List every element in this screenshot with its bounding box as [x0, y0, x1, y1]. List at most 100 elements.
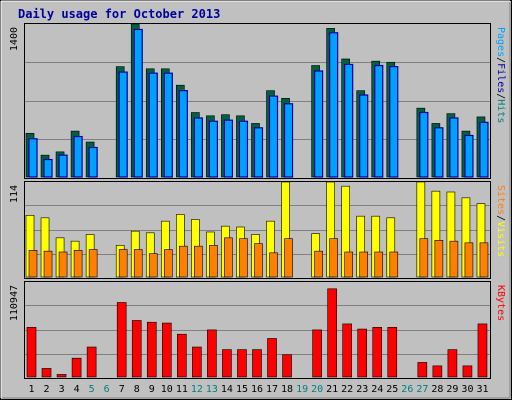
bar-kbytes [146, 321, 157, 378]
bar-sites [58, 251, 68, 278]
bar-kbytes [267, 338, 277, 378]
bar-sites [148, 253, 158, 278]
chart-title: Daily usage for October 2013 [18, 7, 220, 21]
bar-files [253, 127, 264, 178]
x-tick-label: 17 [266, 384, 278, 395]
y-max-label-1: 1400 [9, 27, 20, 51]
y-max-label-3: 110947 [9, 285, 20, 321]
bar-sites [254, 243, 263, 278]
bar-sites [329, 238, 338, 278]
x-tick-label: 9 [149, 384, 155, 395]
bar-sites [73, 250, 83, 278]
bar-sites [359, 251, 369, 278]
bar-files [43, 158, 53, 178]
bar-kbytes [357, 328, 368, 378]
x-tick-label: 27 [416, 384, 428, 395]
legend-item: Visits [495, 221, 506, 257]
bar-kbytes [131, 320, 142, 378]
bar-files [374, 64, 384, 178]
bar-files [389, 66, 399, 178]
bar-kbytes [312, 329, 322, 378]
bar-sites [118, 249, 128, 278]
legend-item: / [495, 93, 506, 99]
x-tick-label: 28 [431, 384, 443, 395]
bar-kbytes [177, 333, 187, 378]
bar-sites [449, 240, 459, 278]
bar-sites [43, 250, 53, 278]
bar-files [314, 70, 324, 178]
x-tick-label: 10 [161, 384, 173, 395]
bar-sites [344, 251, 353, 278]
bar-sites [209, 245, 218, 278]
bar-sites [434, 240, 444, 278]
bar-files [449, 117, 459, 178]
bar-kbytes [161, 322, 172, 378]
x-tick-label: 14 [221, 384, 233, 395]
bar-sites [314, 250, 323, 278]
bar-sites [163, 249, 173, 278]
bar-sites [133, 249, 143, 278]
bar-files [464, 134, 474, 178]
bar-kbytes [372, 327, 383, 378]
x-tick-label: 5 [89, 384, 95, 395]
x-tick-label: 25 [386, 384, 398, 395]
bar-files [73, 135, 83, 178]
x-tick-label: 8 [134, 384, 140, 395]
bar-kbytes [447, 349, 458, 378]
legend-item: Sites [495, 185, 506, 215]
bar-kbytes [56, 374, 67, 378]
bar-kbytes [192, 346, 202, 378]
bar-sites [374, 251, 384, 278]
bar-kbytes [432, 365, 443, 378]
bar-files [479, 121, 489, 178]
bar-files [88, 146, 98, 178]
bar-kbytes [26, 327, 37, 378]
bar-sites [479, 242, 489, 278]
bar-kbytes [116, 302, 127, 378]
bar-files [148, 72, 158, 178]
bar-kbytes [252, 349, 262, 378]
bar-files [344, 63, 354, 178]
x-tick-label: 15 [236, 384, 248, 395]
bar-kbytes [71, 357, 82, 378]
bar-files [178, 90, 188, 178]
bar-kbytes [207, 329, 217, 378]
bar-sites [194, 245, 203, 278]
x-tick-label: 22 [341, 384, 353, 395]
bar-files [434, 127, 444, 178]
bar-files [359, 94, 369, 178]
x-tick-label: 30 [461, 384, 473, 395]
x-tick-label: 21 [326, 384, 338, 395]
bar-files [193, 117, 203, 178]
bar-sites [419, 238, 429, 278]
bar-files [163, 72, 173, 178]
bar-sites [239, 238, 248, 278]
x-tick-label: 20 [311, 384, 323, 395]
legend-item: Hits [495, 99, 506, 123]
bar-sites [269, 252, 278, 278]
bar-kbytes [237, 349, 247, 378]
x-tick-label: 31 [476, 384, 488, 395]
bar-files [268, 95, 279, 178]
bar-files [223, 119, 234, 178]
bar-files [118, 71, 128, 178]
x-tick-label: 18 [281, 384, 293, 395]
bar-sites [28, 250, 38, 278]
bar-files [238, 120, 249, 178]
x-tick-label: 4 [74, 384, 80, 395]
x-tick-label: 29 [446, 384, 458, 395]
legend-item: / [495, 57, 506, 63]
bar-files [419, 111, 429, 178]
bar-sites [389, 251, 399, 278]
bar-kbytes [327, 288, 337, 378]
bar-files [208, 120, 218, 178]
bar-sites [179, 245, 188, 278]
bar-kbytes [417, 362, 428, 378]
bar-sites [88, 249, 98, 278]
bar-kbytes [86, 346, 97, 378]
x-tick-label: 2 [44, 384, 50, 395]
x-tick-label: 16 [251, 384, 263, 395]
bar-kbytes [222, 349, 232, 378]
legend-item: KBytes [495, 285, 506, 321]
